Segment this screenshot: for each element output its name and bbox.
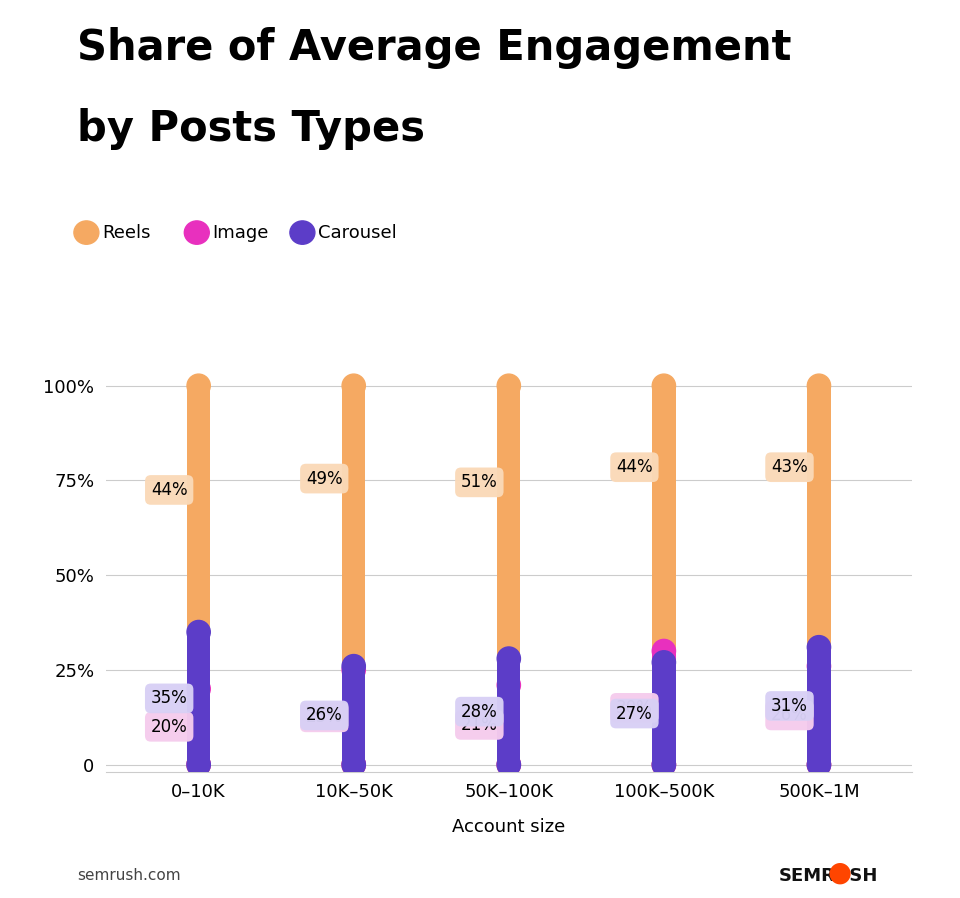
Ellipse shape — [342, 374, 366, 397]
Text: 49%: 49% — [306, 470, 343, 488]
Bar — [497, 386, 520, 765]
Ellipse shape — [187, 374, 210, 397]
Ellipse shape — [342, 753, 366, 777]
Text: 28%: 28% — [461, 702, 497, 720]
Ellipse shape — [342, 658, 366, 682]
Bar — [652, 651, 676, 765]
Bar — [342, 666, 366, 765]
Text: 25%: 25% — [306, 709, 343, 726]
Text: 44%: 44% — [616, 458, 653, 476]
Ellipse shape — [652, 374, 676, 397]
Ellipse shape — [342, 655, 366, 678]
Text: ●: ● — [828, 858, 852, 887]
Ellipse shape — [497, 753, 520, 777]
Ellipse shape — [187, 753, 210, 777]
Ellipse shape — [497, 674, 520, 697]
Text: Image: Image — [212, 224, 269, 242]
Ellipse shape — [497, 647, 520, 670]
Ellipse shape — [807, 374, 830, 397]
Bar — [342, 670, 366, 765]
Text: 26%: 26% — [771, 707, 808, 725]
Bar — [652, 663, 676, 765]
Text: semrush.com: semrush.com — [77, 868, 180, 883]
Ellipse shape — [807, 753, 830, 777]
Text: 43%: 43% — [771, 458, 808, 476]
Text: 21%: 21% — [461, 716, 498, 734]
Ellipse shape — [342, 753, 366, 777]
Ellipse shape — [807, 753, 830, 777]
Text: 31%: 31% — [771, 697, 808, 715]
Ellipse shape — [652, 753, 676, 777]
Ellipse shape — [497, 374, 520, 397]
Bar — [807, 386, 830, 765]
Ellipse shape — [187, 621, 210, 644]
Text: 44%: 44% — [151, 481, 187, 499]
Text: Reels: Reels — [102, 224, 151, 242]
Ellipse shape — [497, 753, 520, 777]
Text: 27%: 27% — [616, 705, 653, 723]
Ellipse shape — [652, 753, 676, 777]
Text: Share of Average Engagement: Share of Average Engagement — [77, 27, 791, 69]
Text: Carousel: Carousel — [318, 224, 396, 242]
Ellipse shape — [807, 636, 830, 659]
Ellipse shape — [187, 753, 210, 777]
Text: 35%: 35% — [151, 690, 187, 708]
Bar — [807, 647, 830, 765]
Text: 51%: 51% — [461, 473, 497, 491]
Ellipse shape — [652, 753, 676, 777]
Ellipse shape — [652, 651, 676, 674]
Ellipse shape — [807, 655, 830, 678]
Ellipse shape — [652, 639, 676, 663]
Bar — [652, 386, 676, 765]
Text: by Posts Types: by Posts Types — [77, 108, 424, 150]
Ellipse shape — [187, 677, 210, 700]
Bar — [187, 632, 210, 765]
X-axis label: Account size: Account size — [452, 818, 565, 836]
Text: 26%: 26% — [306, 707, 343, 725]
Ellipse shape — [187, 753, 210, 777]
Ellipse shape — [807, 753, 830, 777]
Ellipse shape — [342, 753, 366, 777]
Bar — [497, 685, 520, 765]
Text: SEMRUSH: SEMRUSH — [779, 867, 878, 885]
Bar — [807, 666, 830, 765]
Bar — [342, 386, 366, 765]
Bar — [497, 658, 520, 765]
Text: 20%: 20% — [151, 718, 187, 735]
Bar — [187, 689, 210, 765]
Text: 30%: 30% — [616, 699, 653, 717]
Bar — [187, 386, 210, 765]
Ellipse shape — [497, 753, 520, 777]
